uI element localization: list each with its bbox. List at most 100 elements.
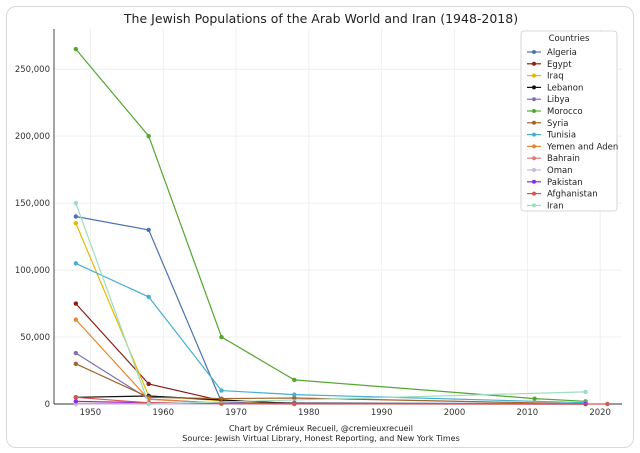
data-point-tunisia	[73, 261, 79, 266]
legend-marker	[532, 73, 536, 78]
legend-item-morocco: Morocco	[527, 107, 583, 117]
chart-title: The Jewish Populations of the Arab World…	[123, 11, 518, 26]
legend-marker	[532, 109, 536, 113]
series-line-algeria	[75, 215, 586, 405]
data-point-tunisia	[219, 388, 224, 393]
legend-marker	[532, 61, 536, 66]
y-tick-label: 50,000	[20, 333, 50, 343]
tick-labels: 0 50,000 100,000 150,000 200,000 250,000 1950 1…	[15, 65, 611, 418]
legend-item-iraq: Iraq	[527, 72, 564, 82]
data-point-algeria	[146, 227, 151, 233]
legend-label: Morocco	[547, 107, 583, 117]
legend-label: Lebanon	[547, 83, 583, 93]
data-point-morocco	[532, 396, 537, 401]
legend-marker	[532, 144, 536, 149]
data-point-afghanistan	[605, 401, 610, 407]
data-point-libya	[73, 350, 79, 356]
legend-item-iran: Iran	[527, 201, 564, 211]
series-group	[73, 46, 610, 407]
legend-marker	[532, 132, 536, 137]
legend-label: Syria	[547, 119, 569, 129]
legend-item-libya: Libya	[527, 95, 570, 105]
y-tick-label: 100,000	[15, 266, 50, 276]
legend-item-egypt: Egypt	[527, 60, 572, 70]
y-tick-label: 250,000	[15, 65, 50, 75]
data-point-tunisia	[146, 294, 151, 300]
legend-marker	[532, 191, 536, 196]
series-line-iraq	[75, 222, 586, 405]
legend-marker	[532, 50, 536, 54]
legend-item-lebanon: Lebanon	[527, 83, 583, 93]
legend-label: Afghanistan	[547, 190, 598, 200]
legend-marker	[532, 85, 536, 90]
legend-item-yemen-and-aden: Yemen and Aden	[527, 142, 618, 152]
legend-item-afghanistan: Afghanistan	[527, 190, 598, 200]
x-tick-label: 1990	[371, 408, 393, 418]
legend-item-syria: Syria	[527, 119, 569, 129]
legend-marker	[532, 203, 536, 208]
legend-label: Oman	[547, 166, 573, 176]
legend-box	[520, 30, 618, 212]
data-point-iran	[146, 401, 151, 407]
series-egypt	[73, 301, 588, 407]
legend-item-tunisia: Tunisia	[527, 131, 576, 141]
data-point-afghanistan	[292, 401, 297, 407]
data-point-algeria	[73, 214, 79, 219]
series-line-syria	[75, 363, 586, 405]
legend-item-bahrain: Bahrain	[527, 154, 580, 164]
data-point-syria	[73, 361, 79, 367]
series-yemen-and-aden	[73, 317, 588, 407]
series-line-morocco	[75, 48, 586, 402]
legend-label: Iran	[547, 201, 564, 211]
data-point-yemen-and-aden	[73, 317, 79, 322]
legend-label: Iraq	[547, 72, 564, 82]
series-iran	[73, 200, 588, 407]
data-point-syria	[219, 396, 224, 401]
x-tick-label: 2020	[589, 408, 611, 418]
x-tick-label: 2010	[517, 408, 539, 418]
data-point-iraq	[73, 220, 79, 226]
legend-marker	[532, 168, 536, 172]
legend-item-pakistan: Pakistan	[527, 178, 583, 188]
data-point-iran	[583, 389, 588, 395]
data-point-pakistan	[73, 399, 79, 404]
series-iraq	[73, 220, 588, 407]
y-tick-label: 0	[45, 400, 50, 410]
series-morocco	[73, 46, 588, 404]
y-tick-label: 150,000	[15, 199, 50, 209]
legend-label: Algeria	[547, 48, 577, 58]
legend-marker	[532, 156, 536, 161]
legend-marker	[532, 179, 536, 184]
x-tick-label: 2000	[444, 408, 466, 418]
y-tick-label: 200,000	[15, 132, 50, 142]
data-point-afghanistan	[73, 395, 79, 400]
series-line-egypt	[75, 303, 586, 405]
series-line-yemen-and-aden	[75, 319, 586, 405]
credit-line-2: Source: Jewish Virtual Library, Honest R…	[182, 434, 460, 443]
legend-marker	[532, 120, 536, 125]
data-point-iran	[73, 200, 79, 206]
x-tick-label: 1960	[152, 408, 174, 418]
credit-line-1: Chart by Crémieux Recueil, @cremieuxrecu…	[229, 423, 413, 433]
x-tick-label: 1980	[298, 408, 320, 418]
data-point-egypt	[73, 301, 79, 306]
data-point-morocco	[292, 377, 297, 383]
legend-marker	[532, 97, 536, 102]
legend-title: Countries	[549, 34, 590, 44]
data-point-syria	[292, 395, 297, 401]
series-line-tunisia	[75, 262, 586, 404]
data-point-tunisia	[292, 392, 297, 397]
data-point-morocco	[73, 46, 79, 52]
legend-label: Pakistan	[547, 178, 583, 188]
data-point-morocco	[146, 133, 151, 139]
series-algeria	[73, 214, 588, 407]
data-point-morocco	[219, 334, 224, 340]
legend-item-algeria: Algeria	[527, 48, 577, 58]
legend-label: Tunisia	[546, 131, 576, 141]
legend-label: Libya	[547, 95, 570, 105]
x-tick-label: 1970	[225, 408, 247, 418]
series-line-iran	[75, 202, 586, 405]
data-point-egypt	[146, 381, 151, 387]
